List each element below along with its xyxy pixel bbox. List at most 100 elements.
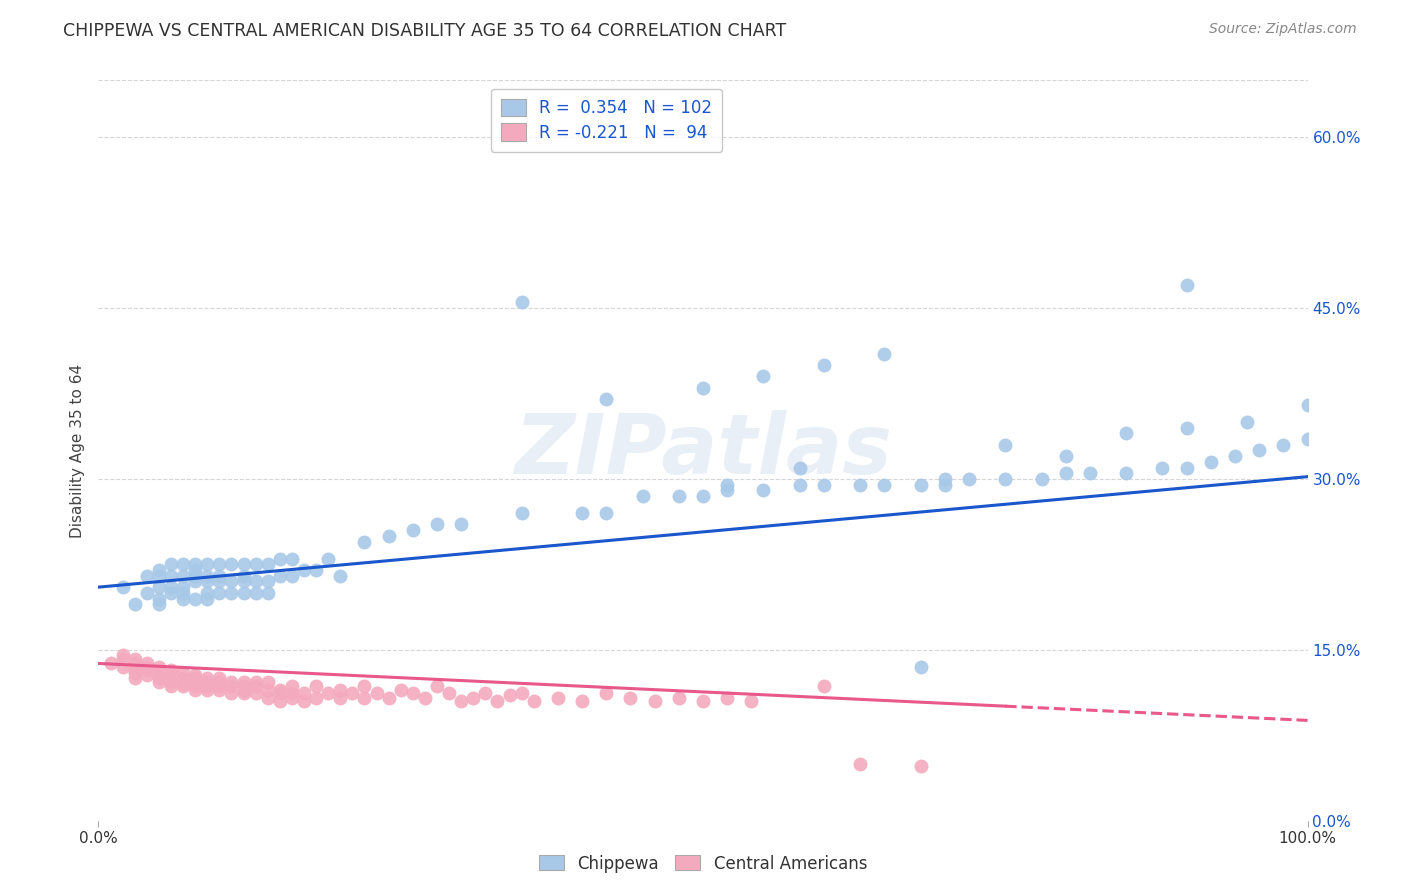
Point: [148, 563, 170, 577]
Point: [160, 674, 183, 689]
Point: [463, 690, 485, 705]
Point: [195, 682, 218, 697]
Point: [668, 489, 690, 503]
Point: [426, 517, 449, 532]
Point: [208, 682, 231, 697]
Point: [172, 568, 194, 582]
Point: [135, 657, 157, 671]
Point: [256, 574, 278, 589]
Point: [1031, 472, 1053, 486]
Point: [329, 682, 352, 697]
Point: [184, 682, 207, 697]
Point: [353, 679, 375, 693]
Point: [195, 568, 218, 582]
Point: [1223, 449, 1246, 463]
Point: [245, 679, 267, 693]
Point: [316, 551, 339, 566]
Point: [595, 392, 617, 407]
Point: [221, 686, 243, 700]
Point: [232, 574, 254, 589]
Point: [208, 574, 231, 589]
Legend: Chippewa, Central Americans: Chippewa, Central Americans: [531, 848, 875, 880]
Point: [342, 686, 364, 700]
Point: [631, 489, 654, 503]
Point: [148, 568, 170, 582]
Point: [195, 679, 218, 693]
Point: [1249, 443, 1271, 458]
Point: [160, 668, 183, 682]
Point: [160, 586, 183, 600]
Point: [1199, 455, 1222, 469]
Point: [1296, 398, 1319, 412]
Point: [111, 580, 134, 594]
Point: [195, 586, 218, 600]
Point: [281, 551, 304, 566]
Point: [124, 652, 146, 666]
Point: [1115, 426, 1137, 441]
Point: [1152, 460, 1174, 475]
Point: [160, 558, 183, 572]
Point: [329, 568, 352, 582]
Point: [124, 665, 146, 680]
Point: [232, 586, 254, 600]
Point: [232, 682, 254, 697]
Point: [135, 586, 157, 600]
Point: [305, 679, 328, 693]
Point: [474, 686, 496, 700]
Point: [292, 694, 315, 708]
Point: [245, 586, 267, 600]
Text: ZIPatlas: ZIPatlas: [515, 410, 891, 491]
Point: [172, 558, 194, 572]
Point: [135, 668, 157, 682]
Point: [644, 694, 666, 708]
Point: [256, 682, 278, 697]
Point: [510, 295, 533, 310]
Point: [849, 756, 872, 771]
Point: [450, 517, 472, 532]
Point: [1054, 449, 1077, 463]
Point: [184, 568, 207, 582]
Point: [124, 657, 146, 671]
Point: [402, 523, 425, 537]
Y-axis label: Disability Age 35 to 64: Disability Age 35 to 64: [70, 363, 86, 538]
Point: [402, 686, 425, 700]
Point: [160, 580, 183, 594]
Point: [1175, 420, 1198, 434]
Point: [716, 477, 738, 491]
Point: [450, 694, 472, 708]
Point: [148, 668, 170, 682]
Point: [160, 663, 183, 677]
Point: [1296, 432, 1319, 446]
Point: [281, 686, 304, 700]
Point: [184, 668, 207, 682]
Point: [148, 663, 170, 677]
Point: [208, 671, 231, 685]
Point: [160, 568, 183, 582]
Point: [172, 580, 194, 594]
Point: [789, 477, 811, 491]
Point: [813, 358, 835, 372]
Point: [172, 591, 194, 606]
Point: [281, 690, 304, 705]
Point: [256, 558, 278, 572]
Point: [245, 686, 267, 700]
Point: [184, 677, 207, 691]
Point: [389, 682, 412, 697]
Point: [172, 665, 194, 680]
Point: [269, 694, 291, 708]
Point: [1078, 467, 1101, 481]
Point: [184, 671, 207, 685]
Point: [245, 558, 267, 572]
Point: [148, 580, 170, 594]
Point: [426, 679, 449, 693]
Point: [281, 568, 304, 582]
Point: [232, 558, 254, 572]
Point: [184, 679, 207, 693]
Point: [232, 679, 254, 693]
Point: [292, 686, 315, 700]
Point: [437, 686, 460, 700]
Point: [135, 568, 157, 582]
Point: [221, 586, 243, 600]
Point: [692, 489, 714, 503]
Point: [716, 690, 738, 705]
